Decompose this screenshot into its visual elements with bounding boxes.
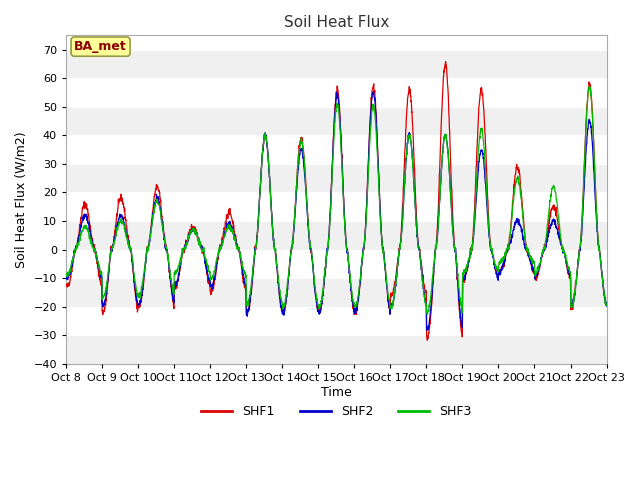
X-axis label: Time: Time bbox=[321, 385, 352, 398]
Line: SHF1: SHF1 bbox=[66, 61, 607, 340]
Bar bbox=[66, 49, 607, 78]
SHF3 bbox=[62, 272, 70, 277]
SHF1 bbox=[570, 292, 578, 298]
SHF1 bbox=[213, 262, 221, 267]
SHF2 bbox=[364, 183, 371, 189]
SHF2 bbox=[370, 88, 378, 94]
Bar bbox=[66, 250, 607, 278]
SHF2 bbox=[603, 303, 611, 309]
SHF2 bbox=[494, 274, 502, 279]
SHF3 bbox=[493, 268, 501, 274]
Y-axis label: Soil Heat Flux (W/m2): Soil Heat Flux (W/m2) bbox=[15, 131, 28, 268]
SHF2 bbox=[570, 293, 578, 299]
SHF2 bbox=[62, 276, 70, 282]
Text: BA_met: BA_met bbox=[74, 40, 127, 53]
Bar bbox=[66, 78, 607, 107]
SHF1 bbox=[364, 180, 371, 185]
Bar bbox=[66, 164, 607, 192]
SHF3 bbox=[424, 312, 431, 317]
SHF2 bbox=[424, 327, 431, 333]
SHF3 bbox=[570, 297, 578, 302]
Legend: SHF1, SHF2, SHF3: SHF1, SHF2, SHF3 bbox=[196, 400, 477, 423]
SHF3 bbox=[213, 257, 221, 263]
SHF1 bbox=[442, 59, 449, 64]
Bar bbox=[66, 335, 607, 364]
Bar bbox=[66, 221, 607, 250]
SHF2 bbox=[556, 236, 563, 241]
Line: SHF2: SHF2 bbox=[66, 91, 607, 330]
SHF3 bbox=[603, 302, 611, 308]
Bar bbox=[66, 107, 607, 135]
Line: SHF3: SHF3 bbox=[66, 86, 607, 314]
SHF1 bbox=[556, 228, 563, 234]
SHF3 bbox=[555, 219, 563, 225]
SHF3 bbox=[364, 189, 371, 195]
Bar bbox=[66, 135, 607, 164]
SHF1 bbox=[424, 337, 431, 343]
SHF1 bbox=[352, 305, 360, 311]
Bar bbox=[66, 278, 607, 307]
SHF1 bbox=[603, 302, 611, 308]
SHF3 bbox=[586, 84, 593, 89]
SHF1 bbox=[494, 275, 502, 281]
SHF2 bbox=[213, 260, 221, 265]
Bar bbox=[66, 307, 607, 335]
Title: Soil Heat Flux: Soil Heat Flux bbox=[284, 15, 389, 30]
SHF1 bbox=[62, 282, 70, 288]
SHF3 bbox=[352, 303, 360, 309]
SHF2 bbox=[352, 311, 360, 316]
Bar bbox=[66, 192, 607, 221]
